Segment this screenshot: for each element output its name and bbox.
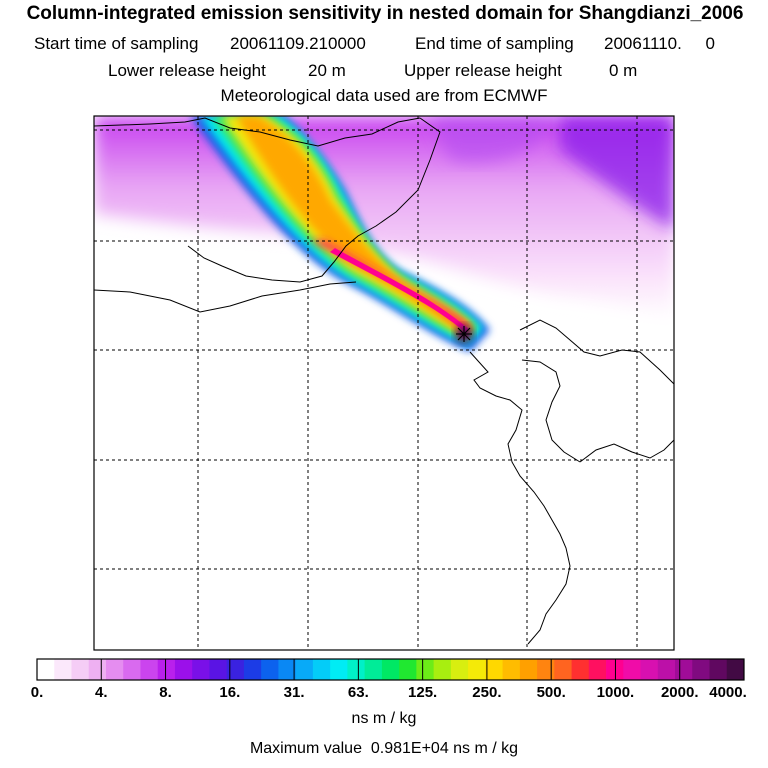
colorbar-tick-label: 16. xyxy=(219,684,241,701)
colorbar-swatch xyxy=(261,659,279,680)
colorbar-swatch xyxy=(450,659,469,680)
colorbar-swatch xyxy=(278,659,297,680)
colorbar-swatch xyxy=(726,659,745,680)
colorbar-swatch xyxy=(37,659,55,680)
colorbar-swatch xyxy=(157,659,176,680)
plume-core xyxy=(236,116,471,333)
colorbar-swatch xyxy=(519,659,538,680)
colorbar-swatch xyxy=(554,659,572,680)
colorbar-swatch xyxy=(330,659,348,680)
end-time-label: End time of sampling xyxy=(415,34,574,53)
colorbar-tick-label: 63. xyxy=(347,684,369,701)
start-time-label: Start time of sampling xyxy=(34,34,199,53)
colorbar-tick-label: 4. xyxy=(95,684,108,701)
colorbar-swatch xyxy=(657,659,676,680)
colorbar-tick-label: 500. xyxy=(536,684,566,701)
colorbar-swatch xyxy=(140,659,159,680)
colorbar-swatch xyxy=(105,659,124,680)
colorbar-swatch xyxy=(226,659,245,680)
colorbar-swatch xyxy=(71,659,90,680)
colorbar-swatch xyxy=(364,659,383,680)
colorbar-swatch xyxy=(192,659,210,680)
map-frame xyxy=(93,115,675,651)
colorbar-swatch xyxy=(312,659,331,680)
colorbar-tick-label: 125. xyxy=(408,684,438,701)
colorbar xyxy=(36,659,745,680)
colorbar-swatch xyxy=(640,659,659,680)
upper-release-label: Upper release height xyxy=(404,61,562,80)
max-value: 0.981E+04 ns m / kg xyxy=(370,740,519,757)
colorbar-swatch xyxy=(537,659,555,680)
met-data-line: Meteorological data used are from ECMWF xyxy=(220,86,548,105)
graticule xyxy=(94,116,674,650)
lower-release-value: 20 m xyxy=(308,61,346,80)
colorbar-swatch xyxy=(416,659,435,680)
sensitivity-field xyxy=(94,116,674,650)
colorbar-tick-label: 250. xyxy=(472,684,502,701)
upper-release-value: 0 m xyxy=(609,61,638,80)
colorbar-swatch xyxy=(243,659,262,680)
colorbar-swatch xyxy=(485,659,503,680)
colorbar-swatch xyxy=(675,659,693,680)
end-time-value: 20061110. 0 xyxy=(604,34,715,53)
colorbar-tick-label: 31. xyxy=(283,684,305,701)
colorbar-swatch xyxy=(692,659,710,680)
colorbar-frame xyxy=(36,658,745,681)
colorbar-swatch xyxy=(623,659,641,680)
colorbar-swatch xyxy=(123,659,141,680)
colorbar-swatch xyxy=(399,659,417,680)
start-time-value: 20061109.210000 xyxy=(230,34,366,53)
receptor-marker xyxy=(456,326,472,342)
colorbar-swatch xyxy=(174,659,193,680)
colorbar-swatch xyxy=(433,659,452,680)
colorbar-swatch xyxy=(54,659,72,680)
colorbar-swatch xyxy=(381,659,400,680)
colorbar-tick-label: 4000. xyxy=(709,684,747,701)
colorbar-swatch xyxy=(588,659,607,680)
colorbar-swatch xyxy=(571,659,590,680)
colorbar-swatch xyxy=(606,659,624,680)
coastlines-borders xyxy=(94,117,674,645)
lower-release-label: Lower release height xyxy=(108,61,266,80)
colorbar-unit: ns m / kg xyxy=(351,710,417,727)
colorbar-swatch xyxy=(88,659,107,680)
colorbar-swatch xyxy=(347,659,366,680)
colorbar-swatch xyxy=(468,659,486,680)
chart-title: Column-integrated emission sensitivity i… xyxy=(26,3,744,24)
colorbar-tick-label: 1000. xyxy=(596,684,635,701)
colorbar-swatch xyxy=(709,659,728,680)
colorbar-swatch xyxy=(209,659,228,680)
colorbar-swatch xyxy=(295,659,314,680)
colorbar-tick-label: 0. xyxy=(30,684,44,701)
maximum-value: Maximum value 0.981E+04 ns m / kg xyxy=(0,740,768,758)
colorbar-tick-label: 2000. xyxy=(660,684,699,701)
colorbar-tick-label: 8. xyxy=(159,684,172,701)
max-label: Maximum value xyxy=(249,740,362,757)
colorbar-swatch xyxy=(502,659,521,680)
